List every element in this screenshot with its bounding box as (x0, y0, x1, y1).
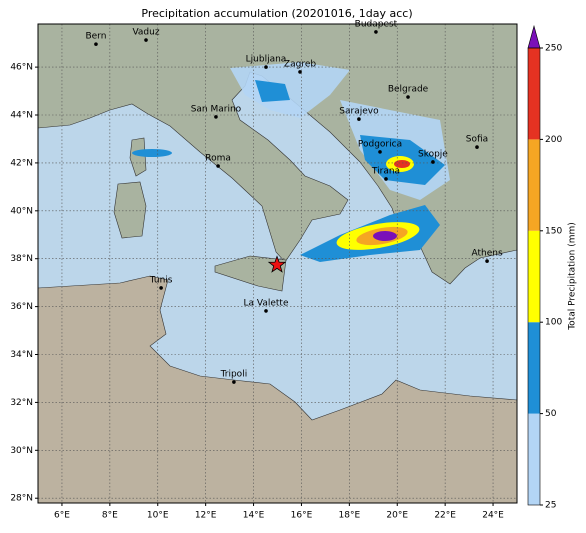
city-label: Vaduz (132, 28, 159, 38)
lat-tick-label: 44°N (10, 111, 33, 121)
lon-tick-label: 18°E (339, 511, 361, 521)
colorbar-label: Total Precipitation (mm) (568, 222, 578, 331)
city-label: Tirana (371, 166, 400, 176)
city-dot (94, 42, 98, 46)
city-label: Athens (471, 249, 502, 259)
land-corsica (129, 137, 147, 177)
colorbar-tick-label: 100 (545, 318, 562, 328)
colorbar-tick-label: 200 (545, 135, 562, 145)
lon-tick-label: 8°E (102, 511, 118, 521)
event-marker (267, 255, 287, 273)
colorbar-tick-label: 150 (545, 226, 562, 236)
colorbar-tick-label: 25 (545, 501, 556, 511)
city-dot (144, 38, 148, 42)
colorbar-segment (528, 413, 540, 505)
city-dot (214, 115, 218, 119)
lon-tick-label: 12°E (195, 511, 217, 521)
lat-tick-label: 32°N (10, 398, 33, 408)
city-label: Tunis (149, 275, 173, 285)
city-dot (384, 177, 388, 181)
city-dot (357, 117, 361, 121)
city-label: Podgorica (358, 139, 402, 149)
city-label: Skopje (418, 149, 448, 159)
city-label: Zagreb (284, 59, 316, 69)
city-dot (216, 164, 220, 168)
colorbar-extend (527, 24, 541, 49)
precip-moderate (132, 149, 172, 157)
precip-light (230, 62, 350, 118)
precip-moderate (255, 80, 290, 102)
lon-tick-label: 22°E (434, 511, 456, 521)
lat-tick-label: 38°N (10, 254, 33, 264)
city-label: Belgrade (388, 85, 429, 95)
colorbar-segment (528, 230, 540, 323)
map-title: Precipitation accumulation (20201016, 1d… (141, 7, 412, 20)
colorbar-segment (528, 322, 540, 414)
city-label: Ljubljana (246, 55, 287, 65)
lon-tick-label: 10°E (147, 511, 169, 521)
lon-tick-label: 6°E (54, 511, 70, 521)
city-dot (374, 30, 378, 34)
city-dot (232, 380, 236, 384)
lat-tick-label: 36°N (10, 302, 33, 312)
city-dot (298, 70, 302, 74)
lat-tick-label: 28°N (10, 494, 33, 504)
city-dot (431, 160, 435, 164)
colorbar-tick-label: 50 (545, 409, 557, 419)
lon-tick-label: 20°E (386, 511, 408, 521)
map-frame (37, 23, 518, 504)
city-label: Tripoli (220, 370, 248, 380)
colorbar-tick-label: 250 (545, 44, 562, 54)
precip-extreme (373, 231, 397, 241)
city-dot (406, 95, 410, 99)
city-label: Bern (85, 32, 106, 42)
colorbar-segment (528, 48, 540, 140)
lon-tick-label: 16°E (291, 511, 313, 521)
precipitation (132, 62, 450, 262)
colorbar-segment (528, 139, 540, 231)
lon-tick-label: 14°E (243, 511, 265, 521)
city-label: La Valette (244, 298, 289, 308)
city-label: San Marino (191, 104, 242, 114)
lat-tick-label: 42°N (10, 158, 33, 168)
land-sardinia (113, 181, 147, 239)
precip-extreme (394, 160, 410, 168)
city-dot (264, 65, 268, 69)
lat-tick-label: 34°N (10, 350, 33, 360)
lat-tick-label: 46°N (10, 63, 33, 73)
colorbar-frame (527, 47, 541, 506)
city-dot (475, 145, 479, 149)
city-dot (264, 309, 268, 313)
city-label: Sarajevo (339, 107, 379, 117)
city-label: Sofia (466, 135, 488, 145)
overlay: Bern VaduzBudapestLjubljanaZagrebBelgrade… (38, 19, 517, 503)
city-dot (159, 286, 163, 290)
lat-tick-label: 30°N (10, 446, 33, 456)
lat-tick-label: 40°N (10, 206, 33, 216)
city-label: Roma (205, 154, 231, 164)
lon-tick-label: 24°E (482, 511, 504, 521)
city-dot (485, 259, 489, 263)
city-dot (378, 150, 382, 154)
land-sicily (214, 255, 287, 292)
